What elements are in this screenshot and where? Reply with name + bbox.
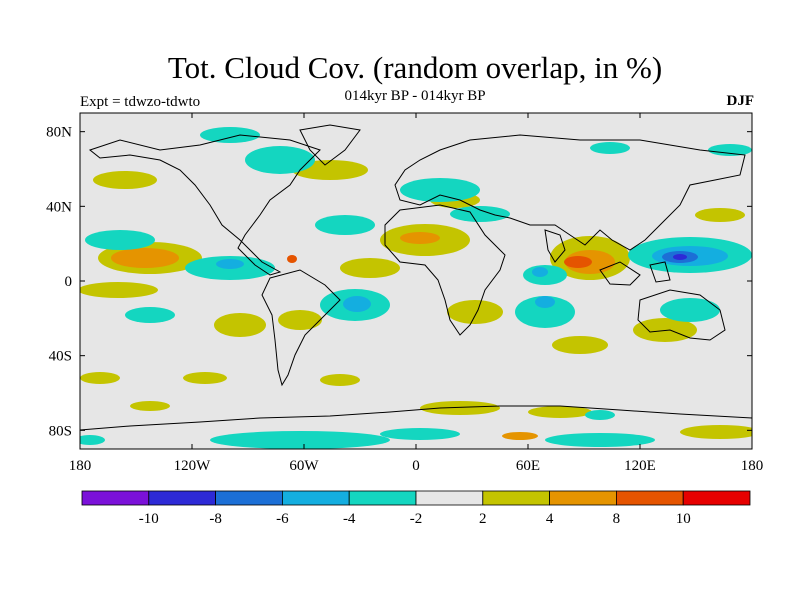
- colorbar-label: 4: [546, 511, 554, 527]
- x-tick-label: 180: [741, 458, 764, 474]
- colorbar-swatch: [281, 490, 350, 506]
- colorbar-swatch: [549, 490, 617, 506]
- colorbar-label: 10: [676, 511, 691, 527]
- map-background: [80, 113, 752, 449]
- y-tick-label: 80S: [49, 423, 72, 439]
- map-title: Tot. Cloud Cov. (random overlap, in %): [167, 50, 663, 85]
- colorbar-swatch: [148, 490, 217, 506]
- colorbar-swatch: [415, 490, 484, 506]
- x-tick-label: 60W: [289, 458, 319, 474]
- y-tick-label: 80N: [46, 125, 72, 141]
- colorbar-swatch: [215, 490, 283, 506]
- colorbar-label: 8: [613, 511, 621, 527]
- colorbar-label: -6: [276, 511, 289, 527]
- map-subtitle: 014kyr BP - 014kyr BP: [344, 88, 486, 104]
- colorbar-label: -8: [209, 511, 222, 527]
- colorbar-swatch: [482, 490, 550, 506]
- colorbar-label: -2: [410, 511, 423, 527]
- colorbar-swatch: [348, 490, 417, 506]
- anomaly-field: [80, 124, 752, 449]
- x-tick-label: 0: [412, 458, 420, 474]
- very-strong-positive-anomaly-patches: [287, 255, 592, 268]
- extreme-negative-anomaly-patches: [673, 254, 687, 260]
- color-bar: -10 -8 -6 -4 -2 2 4 8 10: [81, 490, 751, 527]
- experiment-label: Expt = tdwzo-tdwto: [80, 94, 201, 110]
- colorbar-swatch: [682, 490, 751, 506]
- positive-anomaly-patches: [80, 160, 752, 445]
- colorbar-label: -10: [139, 511, 159, 527]
- y-tick-label: 40N: [46, 199, 72, 215]
- colorbar-label: -4: [343, 511, 356, 527]
- x-tick-label: 180: [69, 458, 92, 474]
- y-tick-label: 0: [65, 274, 73, 290]
- coastlines: [80, 124, 752, 431]
- axis-ticks: 180 120W 60W 0 60E 120E 180 80N 40N 0 40S 80S: [46, 113, 763, 474]
- colorbar-label: 2: [479, 511, 487, 527]
- y-tick-label: 40S: [49, 349, 72, 365]
- season-label: DJF: [726, 93, 755, 109]
- x-tick-label: 60E: [516, 458, 540, 474]
- x-tick-label: 120W: [174, 458, 212, 474]
- x-tick-label: 120E: [624, 458, 656, 474]
- colorbar-swatch: [81, 490, 150, 506]
- colorbar-swatch: [616, 490, 684, 506]
